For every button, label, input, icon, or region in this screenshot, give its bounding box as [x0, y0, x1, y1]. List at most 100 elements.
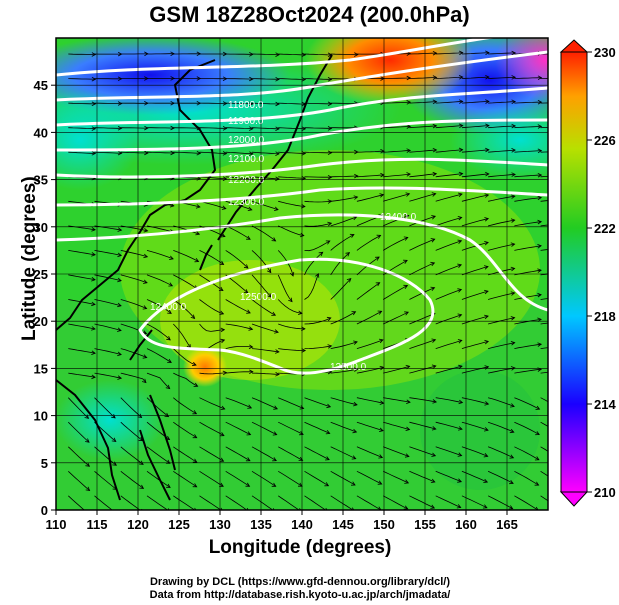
streamline — [173, 250, 199, 262]
y-axis-ticks: 0 5 10 15 20 25 30 35 40 45 — [34, 78, 56, 518]
streamline — [94, 127, 122, 129]
streamline-arrowhead — [86, 511, 90, 515]
streamline-arrowhead — [458, 75, 464, 80]
streamline — [461, 173, 489, 178]
streamline — [304, 317, 331, 325]
streamline — [278, 421, 304, 435]
streamline-arrowhead — [458, 99, 464, 104]
streamline-arrowhead — [271, 482, 277, 487]
streamline — [304, 470, 329, 487]
streamline-arrowhead — [219, 260, 225, 265]
streamline — [514, 343, 542, 349]
streamline — [146, 397, 169, 417]
streamline — [251, 127, 280, 130]
streamline-arrowhead — [275, 77, 280, 82]
streamline-arrowhead — [275, 101, 280, 107]
streamline — [173, 470, 197, 488]
streamline-arrowhead — [196, 150, 202, 156]
streamline-arrowhead — [483, 453, 489, 458]
streamline-arrowhead — [354, 52, 359, 57]
streamline — [383, 446, 410, 457]
streamline-arrowhead — [406, 148, 412, 153]
streamline — [277, 470, 303, 487]
streamline — [278, 446, 303, 461]
streamline-arrowhead — [301, 151, 307, 156]
streamline — [225, 78, 253, 80]
streamline — [304, 151, 332, 154]
streamline-arrowhead — [458, 399, 464, 405]
streamline-arrowhead — [406, 399, 411, 404]
streamline-arrowhead — [91, 101, 97, 107]
x-tick-label: 150 — [373, 517, 395, 532]
streamline-arrowhead — [458, 123, 464, 129]
y-tick-label: 35 — [34, 173, 48, 188]
streamline-arrowhead — [267, 293, 272, 298]
streamline — [278, 151, 306, 154]
streamline — [94, 372, 122, 379]
streamline-arrowhead — [249, 369, 254, 375]
streamline-arrowhead — [249, 101, 254, 107]
streamline — [356, 150, 385, 153]
streamline-arrowhead — [378, 338, 384, 344]
streamline-arrowhead — [91, 151, 97, 156]
streamline — [304, 345, 332, 349]
streamline-arrowhead — [511, 75, 517, 80]
streamline-arrowhead — [274, 329, 279, 334]
streamline-arrowhead — [509, 454, 515, 459]
streamline-arrowhead — [509, 428, 515, 434]
streamline-arrowhead — [327, 174, 333, 180]
streamline-arrowhead — [431, 364, 437, 369]
streamline-arrowhead — [351, 311, 357, 316]
streamline-arrowhead — [194, 507, 197, 510]
streamline-arrowhead — [379, 400, 385, 405]
streamline-arrowhead — [430, 286, 436, 291]
streamline — [146, 151, 175, 154]
streamline — [225, 102, 253, 105]
streamline — [277, 495, 300, 510]
streamline — [251, 372, 280, 375]
streamline — [68, 323, 96, 330]
streamline-arrowhead — [165, 459, 171, 464]
x-tick-label: 120 — [127, 517, 149, 532]
streamline — [304, 273, 319, 300]
streamline-arrowhead — [325, 507, 328, 510]
streamline — [409, 495, 435, 509]
colorbar-tick-label: 230 — [594, 45, 616, 60]
streamline-arrowhead — [325, 456, 330, 461]
streamline — [488, 317, 515, 325]
streamline — [540, 421, 548, 427]
streamline — [173, 323, 191, 349]
streamline — [356, 174, 384, 178]
streamline-arrowhead — [431, 426, 437, 431]
contour-label: 12100.0 — [228, 154, 265, 165]
y-tick-label: 10 — [34, 409, 48, 424]
streamline-arrowhead — [327, 101, 333, 107]
streamline — [435, 264, 462, 276]
streamline-arrowhead — [169, 255, 174, 260]
streamline-arrowhead — [485, 99, 490, 104]
streamline-arrowhead — [484, 217, 490, 222]
streamline-arrowhead — [484, 401, 490, 406]
streamline-arrowhead — [511, 99, 517, 105]
streamline-arrowhead — [403, 236, 409, 241]
streamline — [356, 421, 384, 432]
streamline — [435, 240, 462, 251]
streamline — [225, 225, 251, 240]
streamline-arrowhead — [482, 504, 488, 509]
streamline — [435, 397, 463, 403]
streamline — [435, 125, 463, 129]
streamline — [435, 446, 462, 456]
streamline — [383, 126, 411, 129]
contour-label: 12200.0 — [228, 175, 265, 186]
streamline-arrowhead — [267, 268, 272, 274]
streamline-arrowhead — [139, 484, 145, 489]
streamline — [94, 323, 122, 331]
streamline — [383, 470, 409, 484]
y-tick-label: 45 — [34, 78, 48, 93]
streamline-arrowhead — [245, 457, 251, 462]
streamline-arrowhead — [378, 454, 384, 459]
streamline — [435, 173, 463, 178]
streamline — [435, 340, 462, 349]
streamline — [251, 470, 276, 487]
streamline-arrowhead — [91, 301, 96, 307]
